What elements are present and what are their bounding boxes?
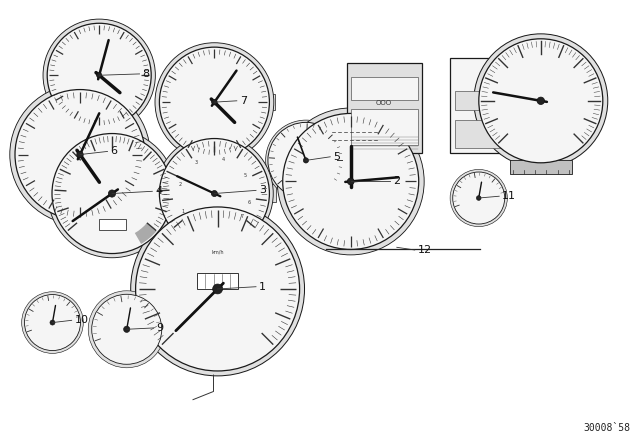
FancyBboxPatch shape <box>189 224 246 268</box>
Text: 2: 2 <box>179 182 181 187</box>
FancyBboxPatch shape <box>466 176 492 190</box>
Text: 6: 6 <box>248 200 250 205</box>
FancyBboxPatch shape <box>197 272 238 289</box>
FancyBboxPatch shape <box>267 94 275 110</box>
FancyBboxPatch shape <box>158 184 167 202</box>
Circle shape <box>131 202 305 376</box>
Text: 11: 11 <box>502 191 516 201</box>
Text: 3: 3 <box>195 160 198 165</box>
FancyBboxPatch shape <box>183 158 246 191</box>
Circle shape <box>124 326 130 332</box>
Text: 5: 5 <box>244 173 247 178</box>
Circle shape <box>537 97 545 104</box>
FancyBboxPatch shape <box>38 299 67 314</box>
Circle shape <box>97 73 102 78</box>
FancyBboxPatch shape <box>172 184 182 203</box>
Text: 3: 3 <box>259 185 266 195</box>
FancyBboxPatch shape <box>346 63 422 152</box>
FancyBboxPatch shape <box>455 91 505 110</box>
Circle shape <box>283 113 419 250</box>
Circle shape <box>211 190 218 197</box>
Text: 5: 5 <box>333 152 340 162</box>
Circle shape <box>266 120 346 201</box>
Circle shape <box>52 134 172 254</box>
Circle shape <box>15 90 145 220</box>
Circle shape <box>136 207 300 371</box>
Text: 4: 4 <box>156 186 163 196</box>
Circle shape <box>92 294 162 364</box>
FancyBboxPatch shape <box>109 300 144 319</box>
FancyBboxPatch shape <box>158 94 166 110</box>
Circle shape <box>348 178 354 185</box>
FancyBboxPatch shape <box>267 184 276 202</box>
Circle shape <box>24 295 81 350</box>
FancyBboxPatch shape <box>291 130 321 149</box>
FancyBboxPatch shape <box>328 120 383 145</box>
Circle shape <box>88 291 165 368</box>
Text: 10: 10 <box>75 315 89 325</box>
Circle shape <box>268 122 344 198</box>
FancyBboxPatch shape <box>184 58 244 97</box>
FancyBboxPatch shape <box>455 120 505 148</box>
Text: 7: 7 <box>240 96 247 106</box>
Text: 6: 6 <box>111 146 118 156</box>
FancyBboxPatch shape <box>351 108 417 145</box>
Circle shape <box>155 43 274 162</box>
Text: 1: 1 <box>182 209 185 214</box>
Text: 2: 2 <box>394 177 401 186</box>
Circle shape <box>47 23 151 127</box>
Circle shape <box>22 292 83 353</box>
Circle shape <box>156 135 273 252</box>
Circle shape <box>277 108 424 255</box>
Circle shape <box>43 19 156 131</box>
Text: 1: 1 <box>259 282 266 292</box>
FancyBboxPatch shape <box>99 220 125 230</box>
Circle shape <box>450 169 508 227</box>
Text: 9: 9 <box>157 323 164 333</box>
Circle shape <box>479 39 603 163</box>
Text: 4: 4 <box>222 156 225 162</box>
Text: 7: 7 <box>240 214 243 219</box>
Text: OOO: OOO <box>376 99 392 106</box>
Circle shape <box>10 84 150 225</box>
Circle shape <box>159 47 269 157</box>
Circle shape <box>212 284 223 294</box>
Circle shape <box>452 172 505 224</box>
Circle shape <box>50 320 55 325</box>
Circle shape <box>48 129 176 258</box>
Text: 30008`58: 30008`58 <box>584 423 630 433</box>
FancyBboxPatch shape <box>76 151 148 190</box>
Text: km/h: km/h <box>211 250 224 254</box>
Circle shape <box>159 138 269 249</box>
Circle shape <box>303 158 308 163</box>
Circle shape <box>474 34 608 168</box>
FancyBboxPatch shape <box>450 58 510 153</box>
Text: 12: 12 <box>418 245 432 255</box>
FancyBboxPatch shape <box>510 160 572 174</box>
FancyBboxPatch shape <box>47 184 57 203</box>
Circle shape <box>77 151 83 158</box>
Circle shape <box>212 99 217 105</box>
Wedge shape <box>135 223 157 244</box>
Text: 8: 8 <box>143 69 150 79</box>
Circle shape <box>108 190 116 197</box>
Circle shape <box>476 196 481 200</box>
FancyBboxPatch shape <box>351 77 417 99</box>
